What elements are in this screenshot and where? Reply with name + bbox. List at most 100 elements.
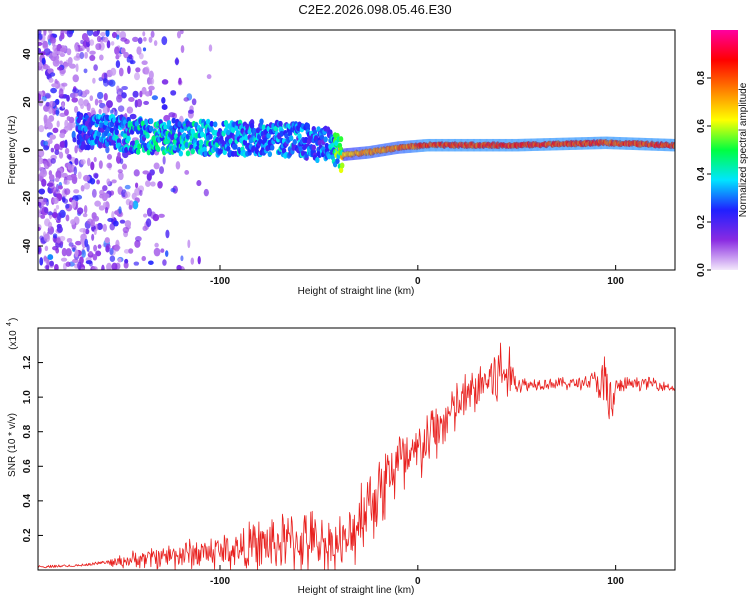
spectral-speckle	[75, 240, 82, 246]
spectral-speckle	[122, 226, 130, 234]
spectral-speckle	[119, 219, 126, 224]
spectral-ridge-cell	[311, 144, 316, 151]
spectral-speckle	[127, 65, 131, 75]
spectral-ridge-cell	[185, 150, 191, 157]
spectral-ridge-cell	[148, 118, 154, 125]
spectral-ridge-cell	[302, 144, 307, 151]
spectral-speckle	[65, 214, 70, 222]
spectral-speckle	[43, 30, 47, 37]
spectral-speckle	[66, 94, 70, 102]
spectral-speckle	[51, 50, 58, 57]
spectral-speckle	[161, 96, 166, 104]
spectral-speckle	[111, 31, 118, 39]
spectral-speckle	[123, 51, 129, 59]
spectral-speckle	[46, 182, 54, 187]
spectral-speckle	[114, 46, 120, 55]
spectral-speckle	[43, 160, 48, 166]
spectral-ridge-cell	[323, 136, 328, 143]
spectral-speckle	[170, 90, 177, 96]
spectrogram-ytick-label: 20	[22, 96, 33, 108]
spectral-ridge-cell	[209, 120, 214, 127]
spectral-speckle	[115, 60, 121, 69]
spectral-speckle	[191, 98, 197, 106]
spectral-speckle	[61, 172, 68, 178]
spectral-ridge-cell	[199, 131, 205, 138]
spectral-speckle	[98, 99, 103, 104]
spectral-speckle	[44, 92, 51, 99]
spectral-speckle	[77, 261, 82, 270]
spectral-speckle	[137, 185, 145, 193]
spectral-ridge-cell	[330, 142, 335, 149]
spectrogram-xtick-label: 0	[415, 276, 421, 287]
spectral-speckle	[180, 255, 184, 262]
colorbar-tick-label: 0.4	[696, 167, 707, 181]
spectral-speckle	[102, 223, 107, 232]
spectral-speckle	[57, 66, 63, 71]
spectral-speckle	[48, 174, 55, 181]
spectral-speckle	[114, 210, 120, 215]
spectral-speckle	[41, 57, 46, 65]
spectral-speckle	[90, 161, 95, 171]
spectral-speckle	[55, 170, 62, 180]
spectral-speckle	[41, 178, 47, 187]
spectral-speckle	[59, 112, 67, 118]
spectral-speckle	[40, 214, 46, 219]
spectral-speckle	[51, 212, 58, 219]
spectral-speckle	[102, 36, 109, 43]
spectral-speckle	[159, 166, 164, 175]
spectral-speckle	[161, 36, 168, 46]
spectral-speckle	[143, 100, 150, 105]
spectral-speckle	[99, 54, 104, 61]
spectral-speckle	[135, 235, 142, 242]
spectral-ridge-cell	[243, 134, 249, 141]
spectral-ridge-cell	[316, 126, 321, 133]
spectral-speckle	[104, 206, 109, 214]
spectral-ridge-cell	[203, 150, 208, 157]
spectral-speckle	[126, 56, 131, 63]
spectral-speckle	[40, 169, 48, 178]
colorbar-tick-label: 0.2	[696, 215, 707, 229]
spectral-speckle	[121, 85, 128, 91]
spectral-speckle	[64, 147, 70, 155]
spectral-speckle	[91, 233, 95, 241]
spectral-speckle	[86, 36, 90, 43]
spectral-speckle	[80, 159, 86, 165]
spectral-speckle	[184, 170, 190, 175]
spectral-speckle	[38, 188, 46, 195]
spectral-speckle	[51, 186, 57, 194]
spectral-speckle	[83, 68, 88, 74]
spectral-ridge-cell	[315, 156, 320, 163]
spectral-speckle	[119, 158, 124, 165]
spectral-ridge-cell	[279, 130, 284, 137]
spectral-speckle	[135, 67, 141, 73]
spectral-ridge-cell	[266, 132, 271, 139]
snr-ytick-label: 0.8	[22, 424, 33, 438]
spectral-speckle	[160, 248, 165, 253]
spectral-ridge-cell	[335, 157, 340, 164]
spectral-halo	[673, 138, 675, 152]
spectral-speckle	[65, 261, 71, 267]
spectrogram-xlabel: Height of straight line (km)	[298, 286, 415, 297]
spectral-ridge-cell	[258, 138, 263, 145]
spectral-speckle	[124, 191, 131, 198]
spectral-speckle	[70, 219, 76, 225]
spectral-speckle	[120, 37, 128, 42]
spectral-speckle	[132, 90, 139, 98]
spectral-speckle	[83, 205, 88, 214]
spectral-speckle	[163, 114, 171, 122]
spectral-speckle	[134, 239, 141, 248]
spectral-speckle	[60, 32, 65, 40]
spectral-speckle	[105, 30, 110, 37]
spectral-speckle	[47, 254, 54, 261]
spectral-speckle	[89, 50, 96, 55]
spectral-speckle	[110, 67, 117, 76]
spectral-ridge-cell	[305, 122, 311, 129]
snr-ytick-label: 0.6	[22, 459, 33, 473]
spectral-speckle	[79, 51, 85, 60]
spectral-speckle	[84, 51, 88, 59]
spectrogram-ylabel: Frequency (Hz)	[7, 116, 18, 185]
spectral-speckle	[111, 179, 117, 184]
spectral-speckle	[38, 41, 43, 46]
spectral-ridge-cell	[226, 129, 231, 136]
